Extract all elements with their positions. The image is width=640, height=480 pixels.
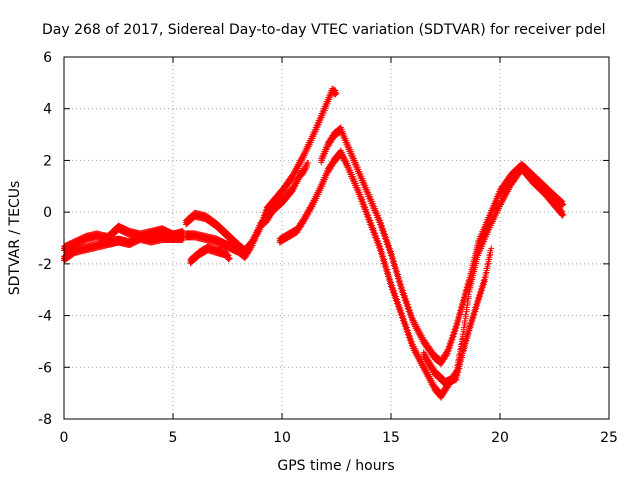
chart-title: Day 268 of 2017, Sidereal Day-to-day VTE… <box>42 22 606 38</box>
data-point-marker <box>463 308 470 315</box>
data-point-marker <box>560 211 567 218</box>
data-point-marker <box>333 90 340 97</box>
x-tick-label: 10 <box>273 430 291 446</box>
series-track-B <box>61 233 187 264</box>
data-point-marker <box>247 246 254 253</box>
data-point-marker <box>462 315 469 322</box>
x-tick-label: 5 <box>169 430 178 446</box>
data-point-marker <box>304 163 311 170</box>
series-track-F <box>276 147 567 401</box>
y-axis-label: SDTVAR / TECUs <box>7 181 23 296</box>
x-tick-label: 0 <box>60 430 69 446</box>
data-point-marker <box>305 160 312 167</box>
data-point-marker <box>299 220 306 227</box>
x-tick-label: 25 <box>600 430 618 446</box>
data-point-marker <box>461 321 468 328</box>
data-point-marker <box>299 171 306 178</box>
series-track-G <box>318 124 567 368</box>
y-tick-label: -2 <box>38 257 52 273</box>
y-tick-label: 0 <box>43 205 52 221</box>
series-track-E <box>187 243 233 267</box>
x-tick-label: 20 <box>491 430 509 446</box>
data-point-marker <box>288 189 295 196</box>
y-tick-label: -4 <box>38 309 52 325</box>
x-axis-label: GPS time / hours <box>277 458 394 474</box>
y-tick-label: 6 <box>43 50 52 66</box>
series-track-C <box>183 85 340 256</box>
y-tick-label: -6 <box>38 360 52 376</box>
data-point-marker <box>559 212 566 219</box>
y-tick-label: 4 <box>43 102 52 118</box>
y-tick-label: -8 <box>38 412 52 428</box>
y-tick-label: 2 <box>43 153 52 169</box>
axis-ticks: 0 5 10 15 20 25 -8 -6 -4 -2 0 2 4 6 <box>38 50 618 446</box>
series-track-H <box>420 245 495 388</box>
series-track-D <box>183 159 312 262</box>
data-series <box>61 85 567 401</box>
data-point-marker <box>332 91 339 98</box>
x-tick-label: 15 <box>382 430 400 446</box>
data-point-marker <box>225 256 232 263</box>
data-point-marker <box>226 255 233 262</box>
